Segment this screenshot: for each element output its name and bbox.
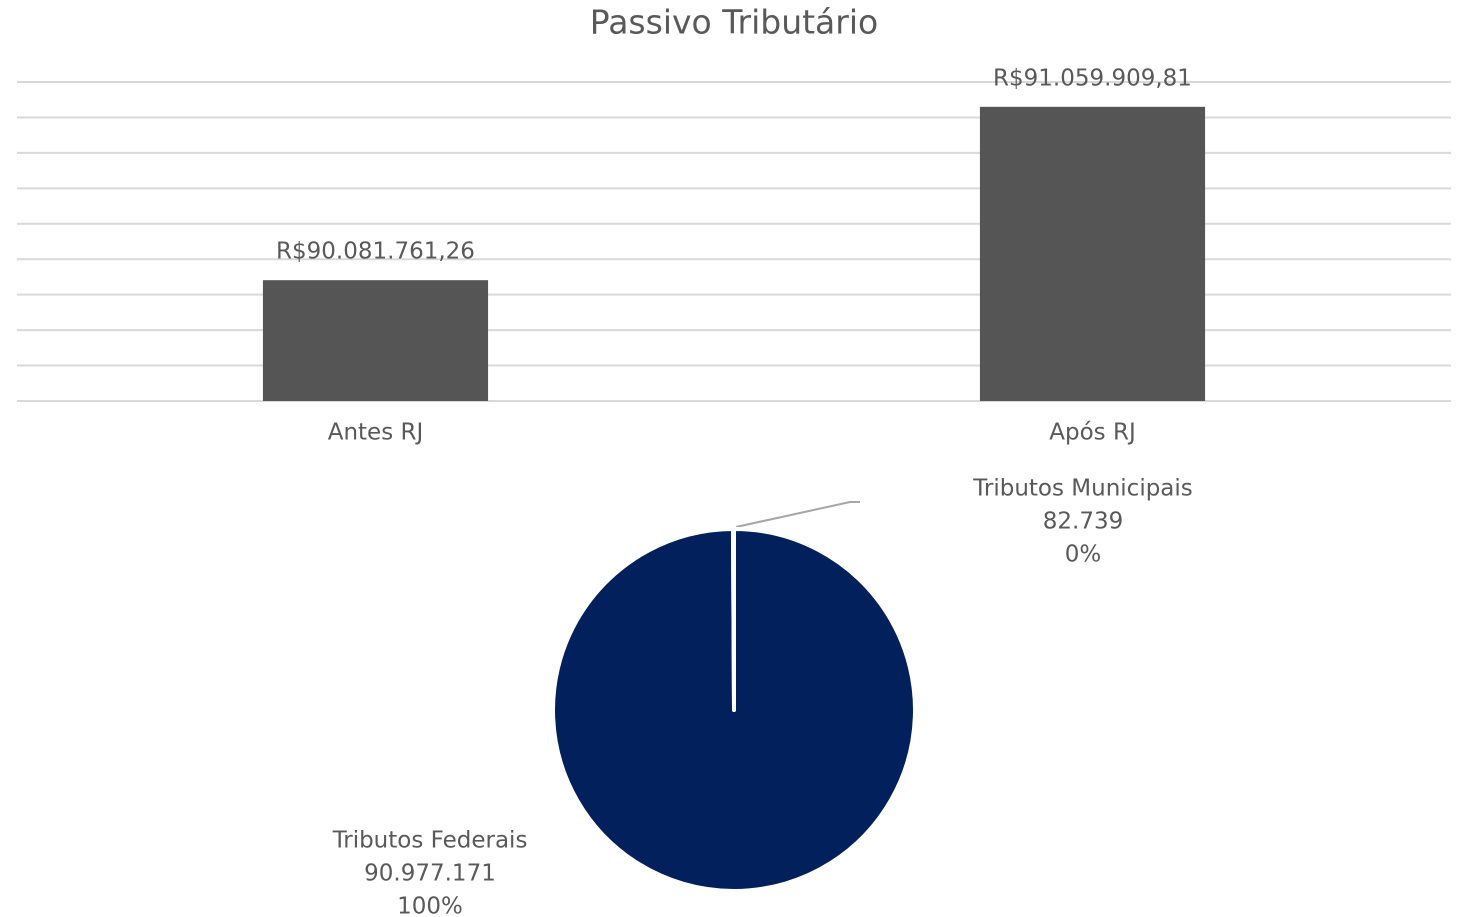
slice-label: Tributos Municipais: [972, 476, 1193, 502]
leader-line: [735, 501, 860, 528]
chart-title: Passivo Tributário: [590, 3, 878, 42]
slice-value: 82.739: [1043, 509, 1123, 535]
pie-slice: [730, 527, 736, 712]
slice-percent: 0%: [1065, 542, 1102, 568]
slice-label: Tributos Federais: [332, 828, 528, 854]
x-tick-label: Após RJ: [1049, 420, 1135, 446]
data-label: R$91.059.909,81: [993, 65, 1192, 91]
slice-percent: 100%: [397, 894, 463, 917]
slice-value: 90.977.171: [364, 861, 496, 887]
data-label: R$90.081.761,26: [276, 239, 475, 265]
x-tick-label: Antes RJ: [328, 420, 424, 446]
bar: [262, 280, 489, 401]
bar: [979, 106, 1206, 402]
